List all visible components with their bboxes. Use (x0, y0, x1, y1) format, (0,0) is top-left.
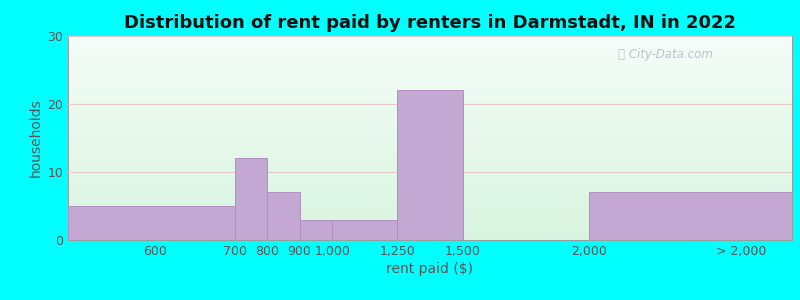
Bar (300, 220, 332, 240)
Bar (68, 206, 234, 240)
Bar (398, 90, 462, 240)
Bar (590, 192, 792, 240)
Y-axis label: households: households (29, 99, 43, 177)
Text: ⦾ City-Data.com: ⦾ City-Data.com (618, 48, 713, 61)
X-axis label: rent paid ($): rent paid ($) (386, 262, 474, 276)
Bar (234, 158, 267, 240)
Title: Distribution of rent paid by renters in Darmstadt, IN in 2022: Distribution of rent paid by renters in … (124, 14, 736, 32)
Bar (267, 192, 300, 240)
Bar (332, 220, 398, 240)
